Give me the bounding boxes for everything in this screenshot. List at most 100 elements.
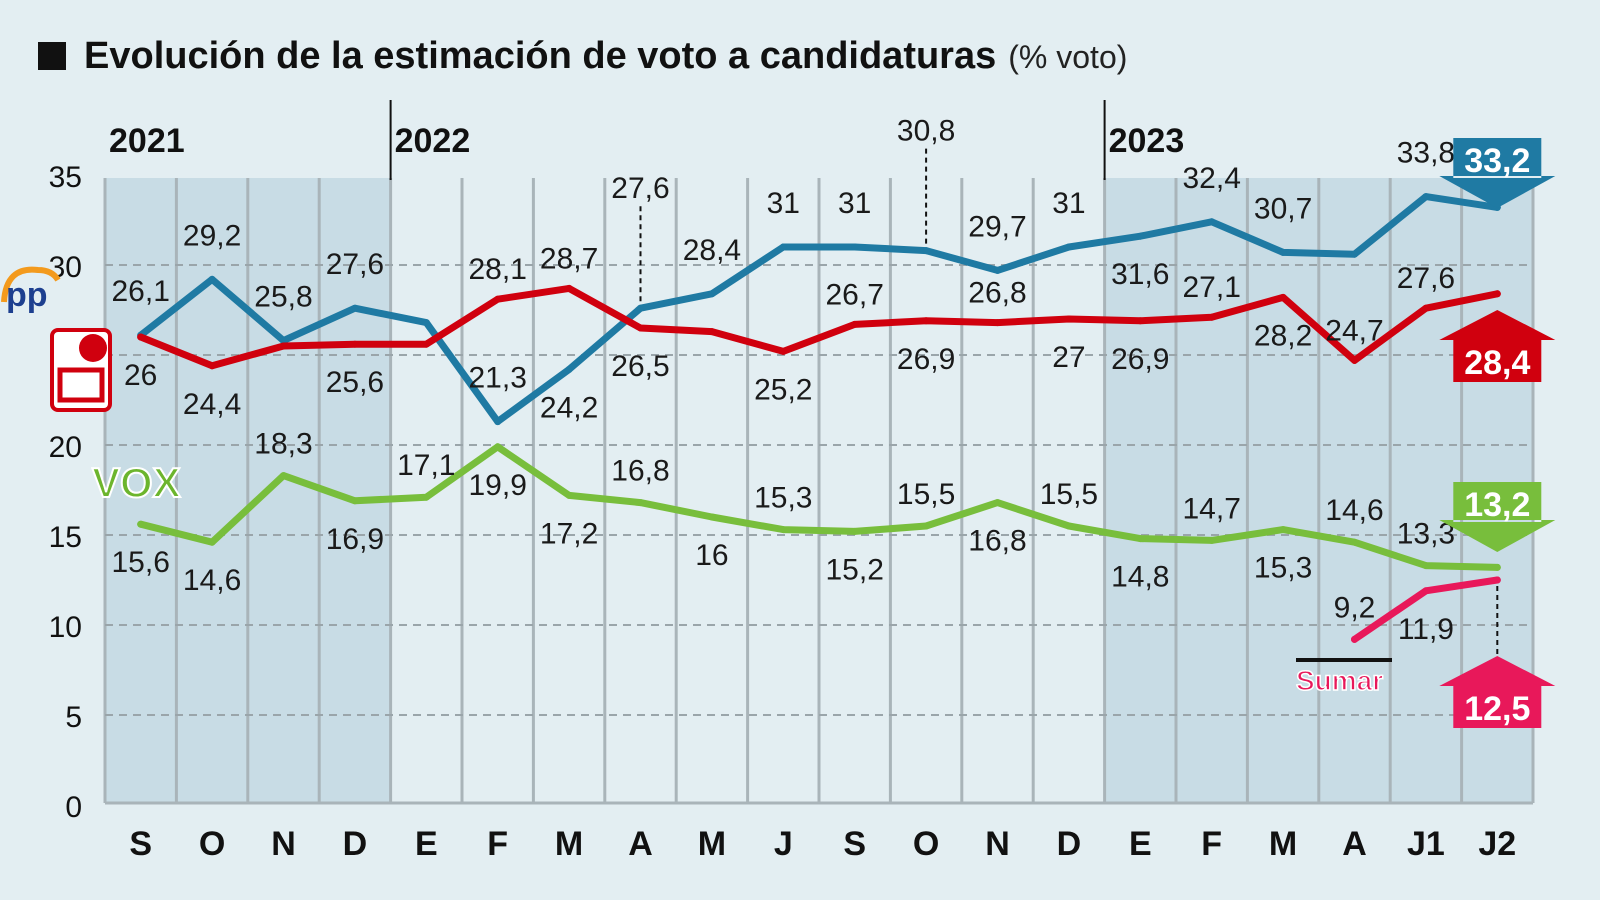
- data-point-psoe: [637, 324, 644, 332]
- data-label-vox: 14,6: [183, 564, 241, 597]
- x-category-label: O: [199, 825, 225, 863]
- data-point-psoe: [422, 340, 430, 348]
- arrow-up-icon: [1439, 310, 1556, 382]
- data-label-vox: 15,2: [826, 553, 884, 586]
- data-point-vox: [1493, 563, 1501, 571]
- data-label-pp: 33,8: [1397, 137, 1455, 170]
- data-point-vox: [922, 522, 930, 530]
- vox-logo: VOX: [92, 459, 181, 506]
- x-category-label: N: [271, 825, 296, 863]
- data-label-vox: 15,5: [1040, 478, 1098, 511]
- x-category-label: D: [1057, 825, 1082, 863]
- data-point-vox: [280, 472, 287, 480]
- data-labels: 26,1 29,2 25,8 27,6 21,3 24,2 27,6 28,4 31 31 30,8…: [112, 115, 1456, 646]
- year-label: 2023: [1109, 122, 1185, 160]
- data-label-psoe: 25,2: [754, 373, 812, 406]
- pp-logo-text: pp: [6, 276, 48, 314]
- data-point-psoe: [565, 284, 573, 292]
- year-label: 2022: [395, 122, 471, 160]
- data-point-vox: [851, 527, 859, 535]
- y-tick-label: 10: [49, 611, 82, 644]
- data-point-vox: [422, 493, 430, 501]
- data-label-pp: 30,7: [1254, 192, 1312, 225]
- data-label-pp: 26,1: [112, 275, 170, 308]
- x-category-label: A: [628, 825, 653, 863]
- data-label-psoe: 24,4: [183, 388, 241, 421]
- data-label-vox: 17,2: [540, 517, 598, 550]
- data-point-pp: [1279, 248, 1287, 256]
- data-label-pp: 25,8: [254, 281, 312, 314]
- data-label-psoe: 26,8: [968, 277, 1026, 310]
- data-label-vox: 15,3: [1254, 552, 1312, 585]
- data-label-vox: 16,8: [611, 455, 669, 488]
- data-label-psoe: 26,9: [1111, 343, 1169, 376]
- gridlines: [103, 178, 1535, 805]
- title-square-icon: [38, 42, 66, 70]
- data-point-vox: [208, 538, 216, 546]
- data-label-pp: 31: [838, 187, 871, 220]
- data-point-pp: [280, 337, 287, 345]
- chart-unit: (% voto): [1008, 39, 1127, 75]
- data-point-pp: [637, 304, 644, 312]
- data-label-pp: 27,6: [611, 172, 669, 205]
- y-tick-label: 35: [49, 161, 82, 194]
- data-point-psoe: [1351, 356, 1358, 364]
- data-label-pp: 29,7: [968, 210, 1026, 243]
- chart-title: Evolución de la estimación de voto a can…: [84, 35, 996, 77]
- psoe-logo: [50, 328, 112, 412]
- data-point-vox: [494, 443, 502, 451]
- y-tick-label: 20: [49, 431, 82, 464]
- data-point-vox: [1208, 536, 1216, 544]
- series-line-pp: [137, 193, 1501, 426]
- arrow-down-icon: [1439, 138, 1556, 208]
- data-point-pp: [851, 243, 859, 251]
- pp-logo: pp: [1, 266, 61, 314]
- data-label-psoe: 26,9: [897, 343, 955, 376]
- final-value-sumar: 12,5: [1464, 690, 1530, 728]
- data-label-vox: 15,5: [897, 478, 955, 511]
- arrow-up-icon: [1439, 656, 1556, 728]
- callout-sumar: 12,5: [1439, 586, 1556, 728]
- data-point-psoe: [1493, 290, 1501, 298]
- data-point-psoe: [708, 328, 716, 336]
- data-label-pp: 32,4: [1183, 162, 1241, 195]
- series-line-psoe: [137, 284, 1501, 370]
- sumar-logo: Sumar: [1295, 658, 1392, 697]
- x-axis-categories: S O N D E F M A M J S O N D E F M A J1 J2: [129, 825, 1516, 863]
- x-category-label: F: [487, 825, 508, 863]
- data-label-pp: 21,3: [469, 362, 527, 395]
- data-label-pp: 31,6: [1111, 258, 1169, 291]
- data-point-pp: [994, 266, 1001, 274]
- data-label-psoe: 26,7: [826, 278, 884, 311]
- data-label-vox: 15,6: [112, 546, 170, 579]
- pp-logo-arc: [1, 266, 61, 303]
- data-point-vox: [1351, 538, 1358, 546]
- x-category-label: E: [415, 825, 438, 863]
- data-label-vox: 16,9: [326, 523, 384, 556]
- data-point-psoe: [208, 362, 216, 370]
- data-point-psoe: [994, 319, 1001, 327]
- data-point-psoe: [351, 340, 359, 348]
- rose-icon: [79, 334, 107, 362]
- x-category-label: J: [774, 825, 793, 863]
- data-point-vox: [637, 499, 644, 507]
- data-point-pp: [494, 418, 502, 426]
- data-point-psoe: [779, 347, 787, 355]
- data-label-pp: 31: [767, 187, 800, 220]
- data-label-vox: 14,7: [1183, 492, 1241, 525]
- y-tick-label: 15: [49, 521, 82, 554]
- y-tick-label: 0: [65, 791, 82, 824]
- x-category-label: O: [913, 825, 939, 863]
- final-value-psoe: 28,4: [1464, 344, 1530, 382]
- arrow-down-icon: [1439, 482, 1556, 552]
- data-point-pp: [922, 247, 930, 255]
- data-point-vox: [565, 491, 573, 499]
- data-label-pp: 28,4: [683, 234, 741, 267]
- callout-vox: 13,2: [1439, 482, 1556, 552]
- data-label-pp: 31: [1052, 187, 1085, 220]
- x-category-label: M: [698, 825, 726, 863]
- year-label: 2021: [109, 122, 185, 160]
- data-label-psoe: 28,7: [540, 242, 598, 275]
- data-point-psoe: [851, 320, 859, 328]
- data-point-vox: [1422, 562, 1430, 570]
